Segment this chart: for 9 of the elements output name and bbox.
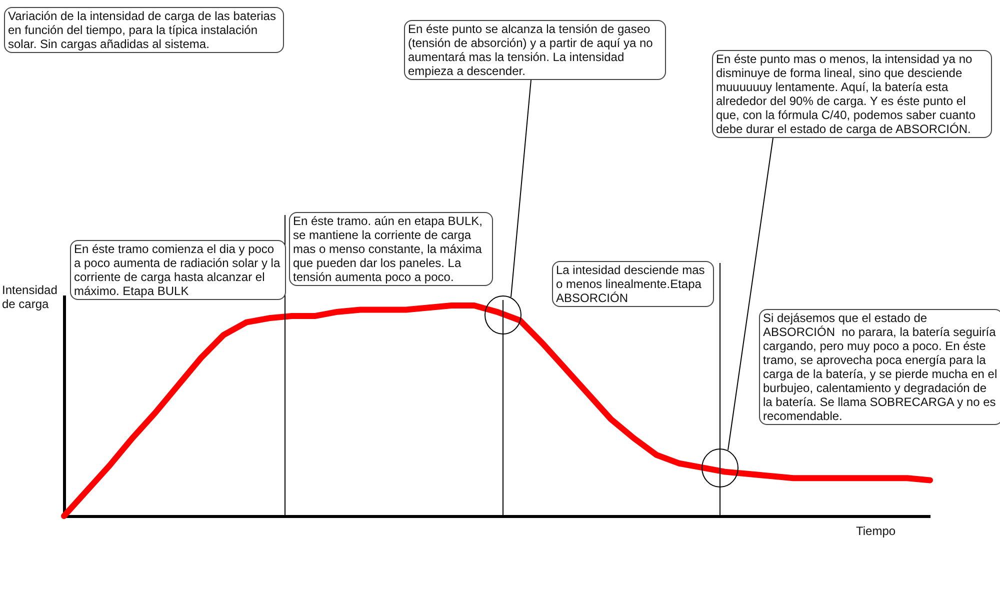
x-axis-title: Tiempo: [856, 524, 896, 538]
text: En éste punto mas o menos, la intensidad ya no disminuye de forma lineal, sino que desciende muuuuuuy lentamente. Aquí, la batería esta alrededor del 90% de carga. Y es éste punto el que, con la fórmula C/40, podemos saber cuanto debe durar el estado de carga de ABSORCIÓN.: [712, 50, 992, 138]
chart-title: Variación de la intensidad de carga de las baterias en función del tiempo, para la típica instalación solar. Sin cargas añadidas al sistema.: [4, 7, 284, 53]
text: En éste tramo. aún en etapa BULK, se mantiene la corriente de carga mas o menso constante, la máxima que pueden dar los paneles. La tensión aumenta poco a poco.: [289, 212, 493, 286]
text: En éste punto se alcanza la tensión de gaseo (tensión de absorción) y a partir de aquí ya no aumentará mas la tensión. La intensidad empieza a descender.: [404, 20, 666, 80]
annotation: Si dejásemos que el estado de ABSORCIÓN no parara, la batería seguiría cargando, pero muy poco a poco. En éste tramo, se aprovecha poca energía para la carga de la batería, y se pierde mucha en el burbujeo, calentamiento y degradación de la batería. Se llama SOBRECARGA y no es recomendable.: [759, 309, 1000, 425]
text: En éste tramo comienza el dia y poco a poco aumenta de radiación solar y la corriente de carga hasta alcanzar el máximo. Etapa BULK: [70, 240, 286, 300]
text: La intesidad desciende mas o menos linealmente.Etapa ABSORCIÓN: [552, 261, 714, 307]
y-axis-title: Intensidad de carga: [2, 283, 58, 311]
